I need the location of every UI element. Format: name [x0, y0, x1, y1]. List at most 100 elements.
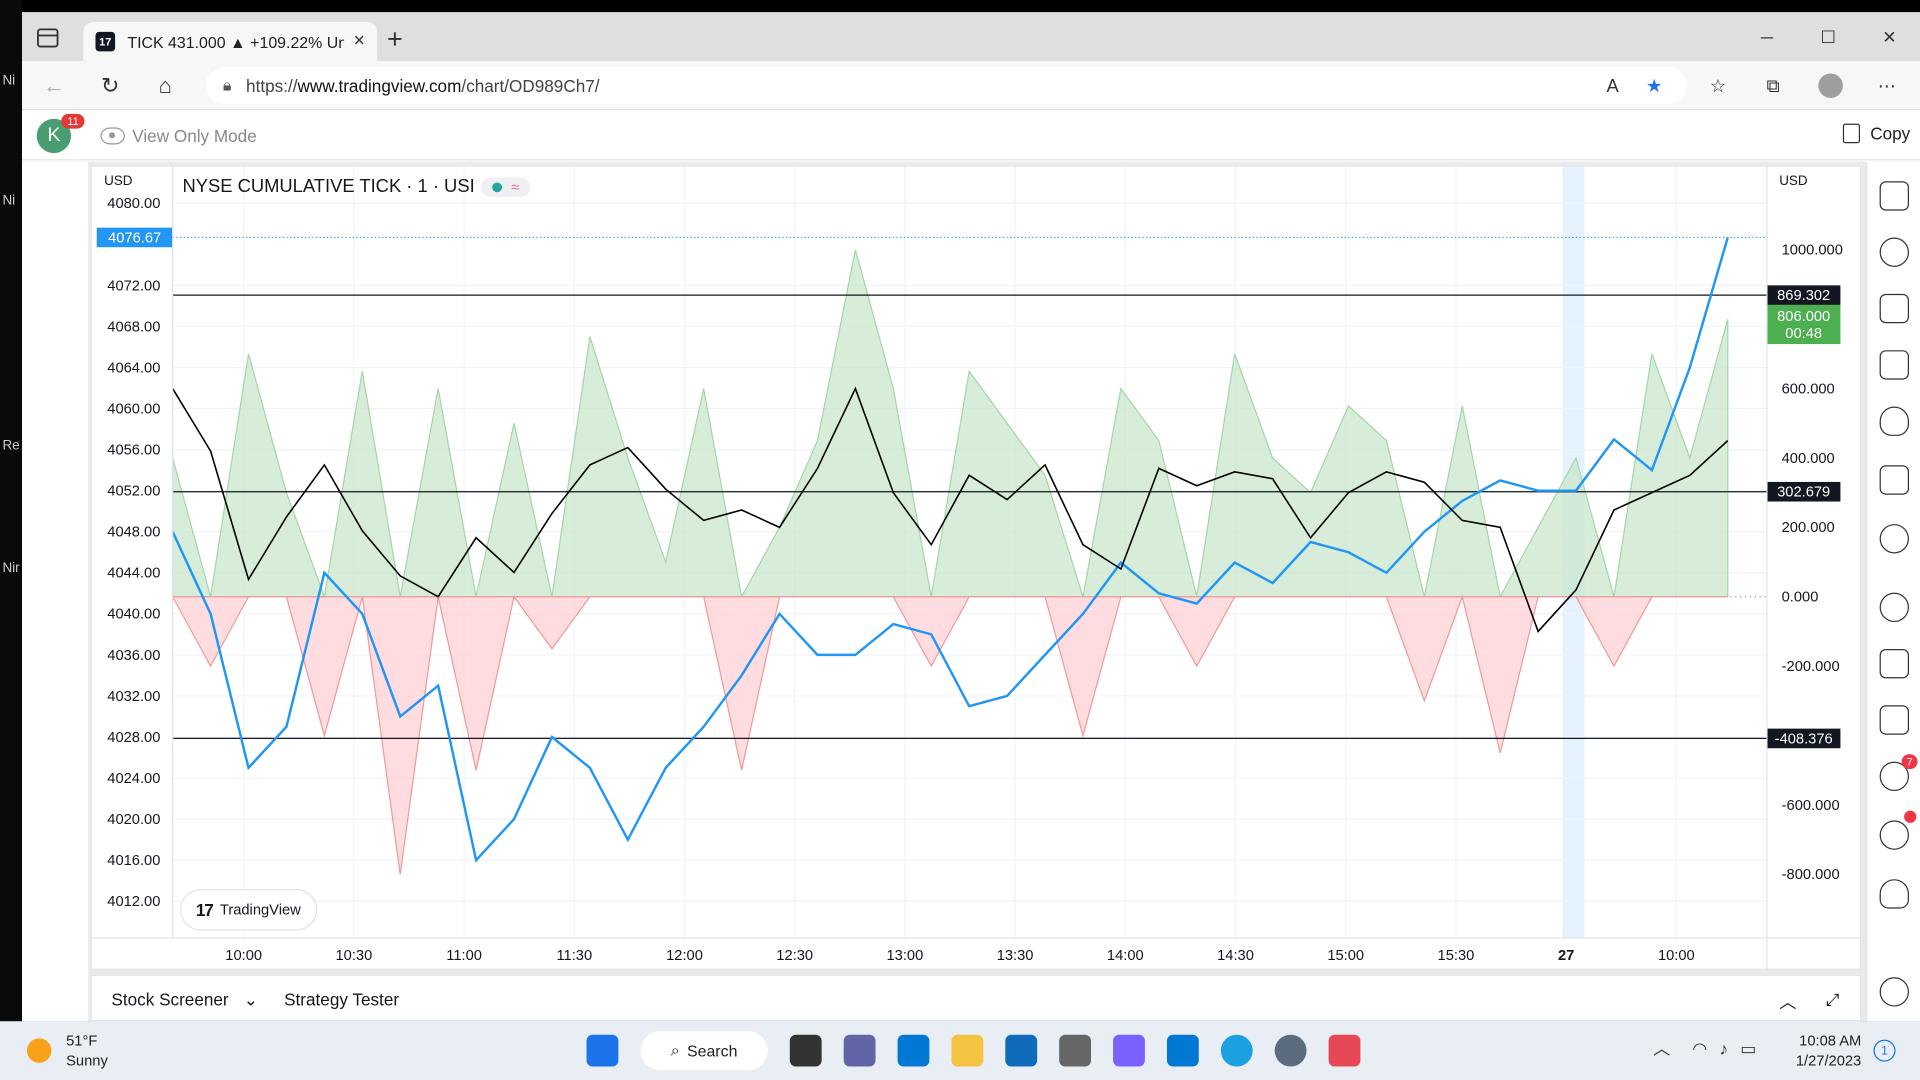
level-label: 302.679 [1777, 485, 1830, 501]
currency-right[interactable]: USD [1779, 173, 1808, 189]
left-tick-label: 4036.00 [107, 648, 160, 664]
star-icon[interactable]: ★ [1646, 75, 1663, 97]
messages-icon[interactable] [1879, 648, 1909, 679]
left-tick-label: 4068.00 [107, 319, 160, 335]
notifications-bell-icon[interactable] [1879, 879, 1909, 909]
fullscreen-icon[interactable]: ⤢ [1825, 989, 1840, 1009]
view-only-label: View Only Mode [132, 126, 257, 146]
file-explorer-icon[interactable] [951, 1034, 984, 1067]
chart-panel[interactable]: 4080.00 4072.00 4068.00 4064.00 4060.00 4056.… [90, 165, 1863, 972]
news-icon[interactable] [1879, 293, 1909, 324]
x-tick-label: 13:00 [887, 948, 924, 964]
level-label-badge [1766, 728, 1841, 749]
left-tick-label: 4044.00 [107, 566, 160, 582]
url-field[interactable]: 🔒︎ https://www.tradingview.com/chart/OD9… [205, 67, 1688, 105]
desktop-label[interactable]: Ni [2, 193, 16, 209]
x-tick-label: 10:30 [335, 948, 372, 964]
task-view-icon[interactable] [789, 1034, 822, 1067]
volume-icon[interactable]: ♪ [1719, 1038, 1729, 1058]
collections-icon[interactable]: ⧉ [1766, 75, 1780, 97]
refresh-icon[interactable]: ↻ [100, 72, 120, 98]
chevron-up-icon[interactable]: ︿ [1653, 1038, 1671, 1058]
home-icon[interactable]: ⌂ [158, 72, 172, 98]
chart-title[interactable]: NYSE CUMULATIVE TICK · 1 · USI [182, 176, 475, 198]
taskbar-search[interactable]: ⌕ Search [640, 1031, 768, 1071]
streams-icon[interactable] [1879, 761, 1909, 792]
hotlist-flame-icon[interactable] [1879, 406, 1909, 436]
browser-tab[interactable]: 17 TICK 431.000 ▲ +109.22% Unnamed × [83, 22, 378, 62]
x-axis: 10:00 10:30 11:00 11:30 12:00 12:30 13:00 13:30… [225, 948, 1694, 964]
store-icon[interactable] [1005, 1034, 1038, 1067]
new-tab-icon[interactable]: + [386, 23, 403, 54]
status-pill[interactable]: ≈ [481, 177, 531, 198]
wifi-icon[interactable]: ◠ [1692, 1037, 1708, 1058]
clock[interactable]: 10:08 AM 1/27/2023 [1790, 1031, 1861, 1070]
add-list-icon[interactable] [1879, 350, 1909, 380]
left-tick-label: 4016.00 [107, 853, 160, 869]
favorites-icon[interactable]: ☆ [1709, 75, 1727, 97]
cortana-icon[interactable] [897, 1034, 930, 1067]
copilot-icon[interactable] [1113, 1034, 1145, 1067]
weather-widget[interactable]: 51°F Sunny [26, 1031, 108, 1070]
tradingview-logo-mark: 17 [195, 900, 214, 920]
notification-badge: 11 [61, 113, 85, 129]
edge-icon[interactable] [1220, 1034, 1253, 1067]
desktop-label[interactable]: Nir [2, 560, 20, 576]
chevron-up-icon[interactable]: ︿ [1779, 991, 1797, 1012]
tradingview-logo-text: TradingView [219, 901, 301, 919]
view-only-mode: View Only Mode [100, 126, 257, 146]
tab-actions-icon[interactable] [34, 24, 61, 51]
stock-screener-tab[interactable]: Stock Screener [111, 989, 229, 1009]
x-tick-label: 14:00 [1107, 948, 1144, 964]
teams-icon[interactable] [843, 1034, 876, 1067]
watchlist-icon[interactable] [1879, 181, 1909, 211]
lock-icon[interactable]: 🔒︎ [222, 75, 232, 95]
settings-gear-icon[interactable] [1274, 1034, 1307, 1067]
chats-cloud-icon[interactable] [1879, 592, 1909, 623]
desktop-label[interactable]: Re [2, 438, 20, 454]
level-label: -408.376 [1775, 731, 1833, 747]
close-tab-icon[interactable]: × [353, 30, 365, 52]
mail-icon[interactable] [1166, 1034, 1199, 1067]
calendar-icon[interactable] [1879, 465, 1909, 495]
level-label-badge [1766, 481, 1841, 502]
back-arrow-icon[interactable]: ← [42, 72, 65, 98]
chart-svg[interactable]: 4080.00 4072.00 4068.00 4064.00 4060.00 4056.… [91, 166, 1863, 972]
copy-label: Copy [1870, 123, 1911, 144]
calculator-icon[interactable] [1059, 1034, 1092, 1067]
x-tick-label: 11:00 [446, 948, 482, 964]
market-open-icon [492, 182, 502, 193]
notification-icon[interactable]: 1 [1873, 1039, 1896, 1062]
help-icon[interactable] [1879, 977, 1909, 1007]
right-tick-label: 200.000 [1782, 520, 1835, 536]
cumulative-tick-line [171, 237, 1729, 863]
left-tick-label: 4080.00 [107, 196, 160, 212]
maximize-icon[interactable]: ☐ [1820, 26, 1836, 46]
left-price-badge [96, 227, 173, 248]
tradingview-logo[interactable]: 17 TradingView [180, 888, 317, 931]
private-chat-icon[interactable] [1879, 705, 1909, 735]
currency-left[interactable]: USD [104, 173, 133, 189]
read-aloud-icon[interactable]: A [1606, 75, 1619, 97]
chevron-down-icon[interactable]: ⌄ [243, 989, 259, 1009]
ideas-lightbulb-icon[interactable] [1879, 524, 1909, 554]
left-tick-label: 4056.00 [107, 443, 160, 459]
left-tick-label: 4072.00 [107, 278, 160, 294]
copy-button[interactable]: Copy [1843, 123, 1911, 144]
minimize-icon[interactable]: ─ [1760, 26, 1774, 47]
left-tick-label: 4020.00 [107, 812, 160, 828]
series-lines [171, 237, 1729, 863]
horizontal-lines [172, 294, 1767, 740]
battery-icon[interactable]: ▭ [1740, 1037, 1757, 1058]
profile-icon[interactable] [1815, 71, 1847, 100]
close-window-icon[interactable]: ✕ [1882, 26, 1897, 46]
desktop-label[interactable]: Ni [2, 73, 16, 89]
left-price-label: 4076.67 [108, 230, 161, 246]
strategy-tester-tab[interactable]: Strategy Tester [284, 989, 400, 1009]
right-tick-label: -600.000 [1782, 798, 1840, 814]
start-windows-icon[interactable] [586, 1034, 619, 1067]
live-broadcast-icon[interactable] [1879, 820, 1909, 850]
alarm-clock-icon[interactable] [1879, 237, 1909, 267]
more-icon[interactable]: ⋯ [1877, 75, 1897, 97]
snipping-tool-icon[interactable] [1328, 1034, 1361, 1067]
